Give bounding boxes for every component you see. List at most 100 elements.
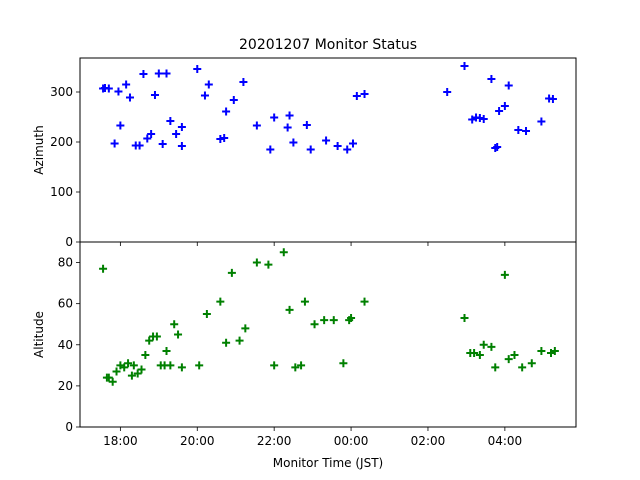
data-point	[475, 351, 484, 360]
x-tick-label: 20:00	[180, 434, 215, 448]
data-point	[139, 70, 148, 78]
data-point	[141, 351, 150, 360]
data-point	[504, 81, 513, 90]
data-point	[129, 361, 138, 370]
y-tick-label: 20	[58, 379, 73, 393]
data-point	[270, 361, 279, 370]
series-markers	[99, 248, 559, 386]
plot-frame	[79, 57, 577, 243]
panel-altitude: 0 20 40 60 80 Altitude 18:00 20:00 22:00 00:00 02:…	[32, 241, 577, 448]
y-tick-label: 60	[58, 297, 73, 311]
data-point	[470, 349, 479, 357]
data-point	[145, 336, 154, 345]
y-axis-label: Azimuth	[32, 125, 46, 174]
y-tick-label: 100	[50, 185, 73, 199]
data-point	[537, 117, 546, 126]
data-point	[143, 134, 152, 143]
data-point	[487, 75, 496, 83]
data-point	[166, 117, 175, 125]
data-point	[160, 361, 169, 370]
data-point	[297, 361, 306, 370]
data-point	[177, 123, 186, 131]
data-point	[522, 127, 531, 135]
data-point	[285, 305, 294, 314]
data-point	[220, 134, 229, 142]
chart-title: 20201207 Monitor Status	[239, 37, 417, 53]
data-point	[204, 80, 213, 89]
data-point	[158, 140, 167, 148]
data-point	[500, 102, 509, 110]
data-point	[264, 260, 273, 269]
data-point	[222, 338, 231, 347]
data-point	[510, 351, 519, 360]
data-point	[202, 309, 211, 318]
data-point	[550, 346, 559, 355]
data-point	[110, 139, 119, 148]
data-point	[147, 130, 156, 138]
data-point	[120, 363, 129, 372]
data-point	[235, 336, 244, 345]
data-point	[514, 126, 523, 134]
data-point	[162, 346, 171, 355]
data-point	[348, 139, 357, 148]
data-point	[360, 297, 369, 306]
data-point	[125, 93, 134, 102]
data-point	[170, 320, 179, 329]
data-point	[285, 111, 294, 120]
data-point	[241, 324, 250, 333]
x-tick-label: 22:00	[257, 434, 292, 448]
data-point	[460, 314, 469, 323]
data-point	[116, 121, 125, 130]
data-point	[479, 115, 488, 123]
x-tick-label: 04:00	[488, 434, 523, 448]
data-point	[491, 363, 500, 372]
data-point	[222, 107, 231, 116]
data-point	[216, 297, 225, 306]
data-point	[443, 88, 452, 96]
data-point	[99, 264, 108, 273]
y-tick-label: 0	[65, 235, 73, 249]
data-point	[108, 377, 117, 386]
data-point	[352, 92, 361, 100]
data-point	[200, 91, 209, 100]
data-point	[133, 369, 142, 378]
data-point	[289, 138, 298, 147]
data-point	[252, 121, 261, 130]
data-point	[283, 123, 292, 132]
data-point	[270, 113, 279, 122]
data-point	[177, 142, 186, 150]
data-point	[479, 340, 488, 349]
data-point	[302, 121, 311, 129]
data-point	[360, 90, 369, 98]
data-point	[239, 78, 248, 86]
data-point	[279, 248, 288, 257]
y-tick-label: 200	[50, 135, 73, 149]
data-point	[177, 363, 186, 372]
data-point	[122, 80, 131, 89]
x-tick-label: 18:00	[103, 434, 138, 448]
data-point	[135, 141, 144, 150]
data-point	[339, 359, 348, 368]
data-point	[162, 69, 171, 78]
data-point	[300, 297, 309, 306]
series-markers	[99, 62, 557, 154]
y-tick-label: 80	[58, 256, 73, 270]
data-point	[333, 142, 342, 150]
y-tick-label: 40	[58, 338, 73, 352]
y-axis-label: Altitude	[32, 311, 46, 358]
panel-azimuth: 0 100 200 300 Azimuth	[32, 57, 577, 249]
data-point	[460, 62, 469, 70]
data-point	[495, 107, 504, 115]
x-tick-label: 00:00	[334, 434, 369, 448]
data-point	[266, 145, 275, 154]
data-point	[306, 145, 315, 154]
y-tick-label: 300	[50, 85, 73, 99]
data-point	[229, 96, 238, 104]
data-point	[100, 84, 109, 92]
data-point	[518, 363, 527, 372]
data-point	[114, 87, 123, 96]
data-point	[527, 359, 536, 368]
x-axis-label: Monitor Time (JST)	[273, 456, 383, 470]
data-point	[174, 330, 183, 339]
